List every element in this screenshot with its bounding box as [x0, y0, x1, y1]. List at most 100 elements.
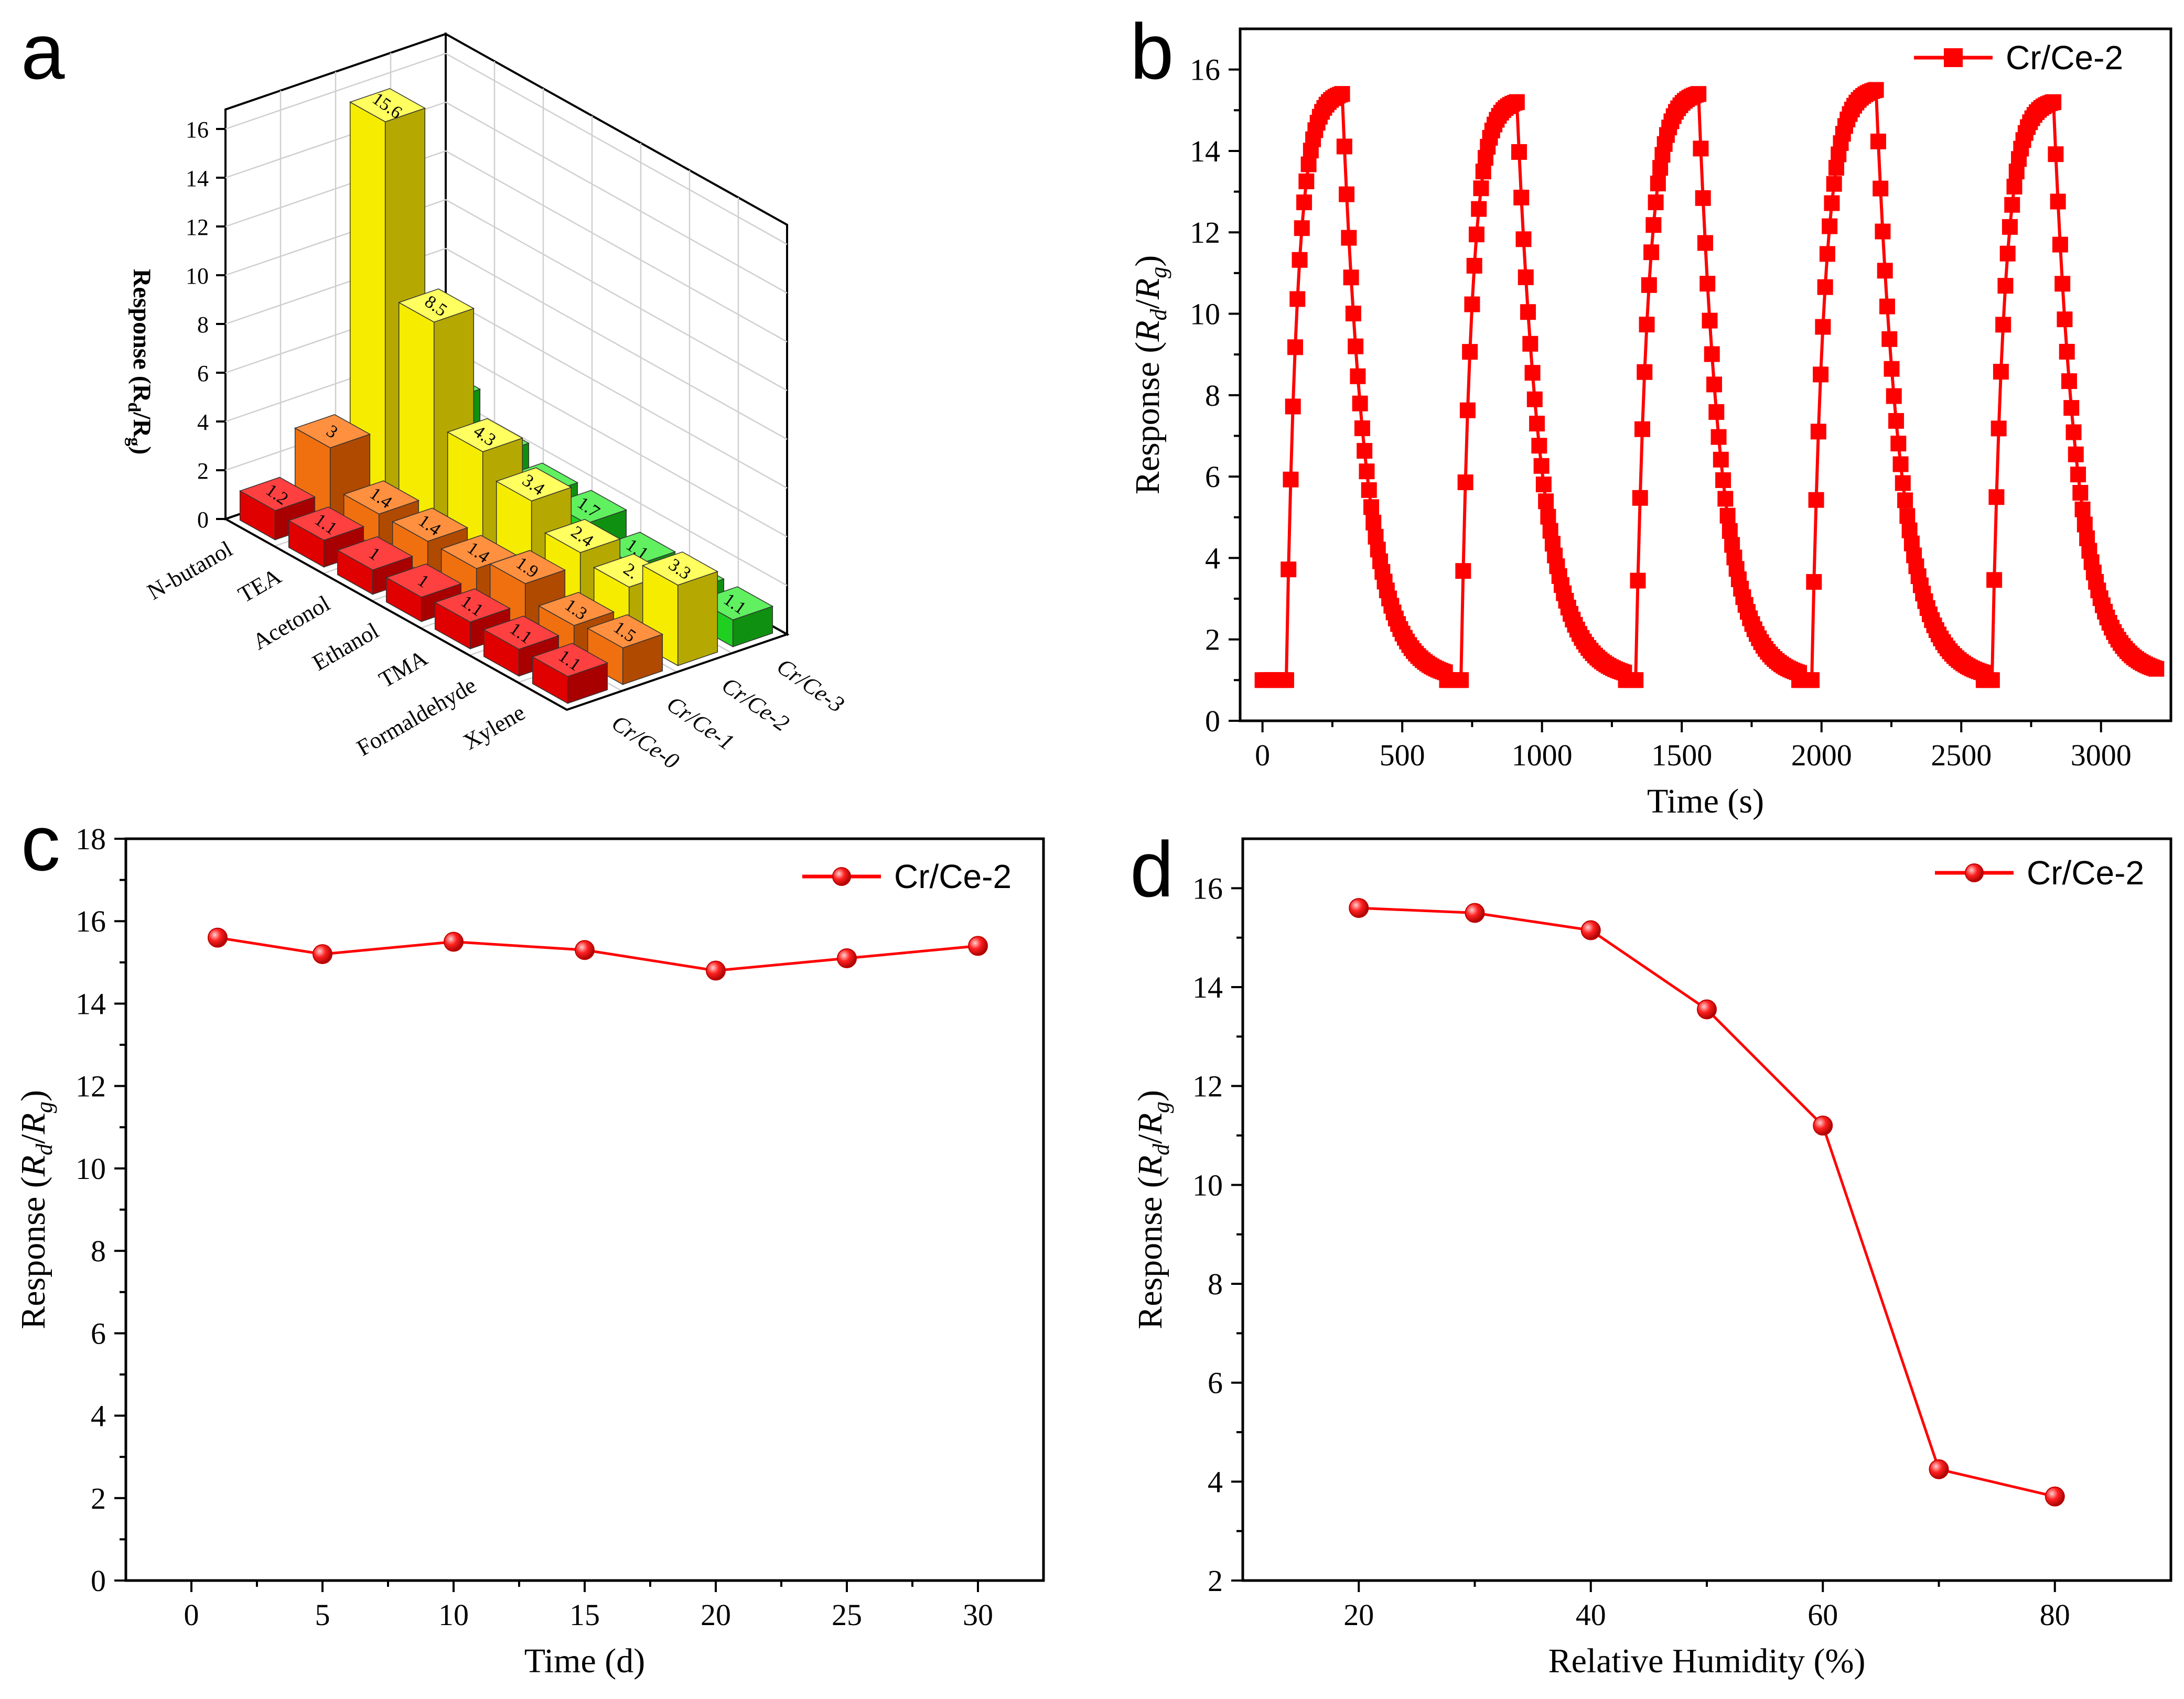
- data-point: [1892, 456, 1909, 472]
- data-point: [1343, 269, 1359, 286]
- y-tick-label: 4: [1208, 1465, 1223, 1499]
- y-axis-label-part: ): [14, 1090, 52, 1101]
- y-axis-label-part: d: [31, 1143, 57, 1155]
- y-axis-label-part: Response (: [14, 1176, 52, 1329]
- data-point: [1986, 572, 2003, 588]
- y-tick-label: 10: [1192, 1168, 1223, 1202]
- data-point: [2054, 276, 2071, 292]
- data-point: [1354, 420, 1370, 436]
- bar-top-face: [489, 550, 566, 585]
- data-point: [1695, 190, 1711, 206]
- z-axis-label-part: /R: [128, 412, 156, 438]
- data-point: [1991, 420, 2007, 437]
- data-point: [1886, 388, 1902, 404]
- y-axis-label-part: g: [1146, 267, 1171, 278]
- z-axis-label: Response (Rd/Rg): [124, 269, 156, 455]
- y-axis-label-part: /: [1131, 1134, 1169, 1144]
- x-tick-label: 1500: [1651, 738, 1712, 772]
- panel-letter-d: d: [1130, 825, 1174, 913]
- data-point: [1826, 176, 1842, 192]
- data-point: [1540, 508, 1556, 525]
- z-axis-label-part: Response (R: [128, 269, 156, 403]
- data-point: [2006, 178, 2022, 194]
- data-point: [1511, 144, 1527, 160]
- y-axis-label-part: g: [1148, 1101, 1174, 1113]
- data-point: [1648, 194, 1664, 210]
- data-point: [1710, 429, 1727, 445]
- y-tick-label: 12: [76, 1069, 106, 1103]
- y-tick-label: 4: [91, 1399, 106, 1433]
- data-point: [1643, 244, 1660, 261]
- data-point: [1533, 458, 1550, 474]
- data-point: [1806, 574, 1822, 590]
- data-point: [1509, 94, 1525, 110]
- data-point: [1471, 201, 1487, 217]
- data-point: [706, 960, 726, 981]
- bar-top-face: [531, 643, 609, 677]
- data-point: [1336, 138, 1352, 155]
- bar-top-face: [434, 588, 511, 623]
- y-tick-label: 10: [1190, 297, 1220, 331]
- data-point: [2072, 485, 2089, 501]
- gas-axis-label: Acetonol: [248, 590, 334, 655]
- data-point: [1813, 366, 1829, 383]
- x-tick-label: 20: [1343, 1598, 1374, 1632]
- data-point: [1708, 404, 1725, 420]
- y-tick-label: 12: [1192, 1069, 1223, 1103]
- x-tick-label: 0: [1255, 738, 1270, 772]
- y-axis-label-part: R: [1131, 1155, 1169, 1177]
- data-point: [1810, 424, 1826, 440]
- data-point: [1365, 514, 1382, 531]
- bar-top-face: [349, 88, 426, 123]
- data-point: [1348, 338, 1364, 354]
- data-point: [1357, 443, 1373, 459]
- data-point: [1628, 672, 1644, 688]
- y-axis-label-part: R: [1128, 320, 1167, 342]
- data-point: [2002, 219, 2018, 235]
- x-axis-label: Time (d): [524, 1642, 645, 1680]
- data-point: [1704, 346, 1720, 362]
- data-point: [1459, 402, 1476, 418]
- data-point: [1352, 395, 1368, 412]
- y-tick-label: 14: [76, 987, 106, 1021]
- z-tick-label: 12: [186, 214, 209, 240]
- data-point: [1717, 491, 1734, 507]
- y-tick-label: 12: [1190, 215, 1220, 250]
- data-point: [1518, 269, 1534, 285]
- z-tick-label: 2: [197, 458, 209, 484]
- data-point: [1706, 376, 1723, 393]
- legend-marker: [1965, 863, 1984, 882]
- data-point: [1879, 298, 1895, 315]
- data-point: [1515, 231, 1532, 247]
- data-point: [1350, 368, 1366, 384]
- z-tick-label: 0: [197, 507, 209, 533]
- bar-0-2: 1: [336, 536, 414, 595]
- panel-letter-c: c: [21, 799, 60, 887]
- data-point: [1634, 421, 1651, 437]
- x-tick-label: 20: [701, 1598, 731, 1632]
- data-point: [2074, 501, 2091, 517]
- data-point: [1984, 672, 2000, 688]
- z-tick-label: 14: [186, 166, 209, 191]
- bar-top-face: [495, 467, 573, 502]
- data-point: [1870, 133, 1886, 149]
- data-point: [1824, 195, 1840, 211]
- data-point: [1719, 507, 1736, 524]
- data-point: [1702, 312, 1718, 329]
- bar-top-face: [544, 518, 621, 553]
- data-point: [444, 932, 464, 952]
- y-tick-label: 2: [1205, 623, 1220, 657]
- bar-0-3: 1: [385, 563, 462, 622]
- data-point: [1292, 252, 1308, 268]
- panel-a-3d-bar-chart: 0 2 4 6 8 10 12 14 16 Response (Rd/Rg) N-butanolTE…: [124, 32, 849, 774]
- data-point: [1281, 561, 1297, 578]
- x-tick-label: 25: [832, 1598, 862, 1632]
- data-point: [1897, 492, 1913, 508]
- y-tick-label: 0: [91, 1564, 106, 1598]
- bar-top-face: [336, 536, 414, 571]
- z-axis-label-part: g: [124, 437, 144, 446]
- z-gridline: [225, 150, 788, 343]
- data-point: [1359, 463, 1375, 480]
- y-axis-label: Response (Rd/Rg): [1131, 1090, 1174, 1329]
